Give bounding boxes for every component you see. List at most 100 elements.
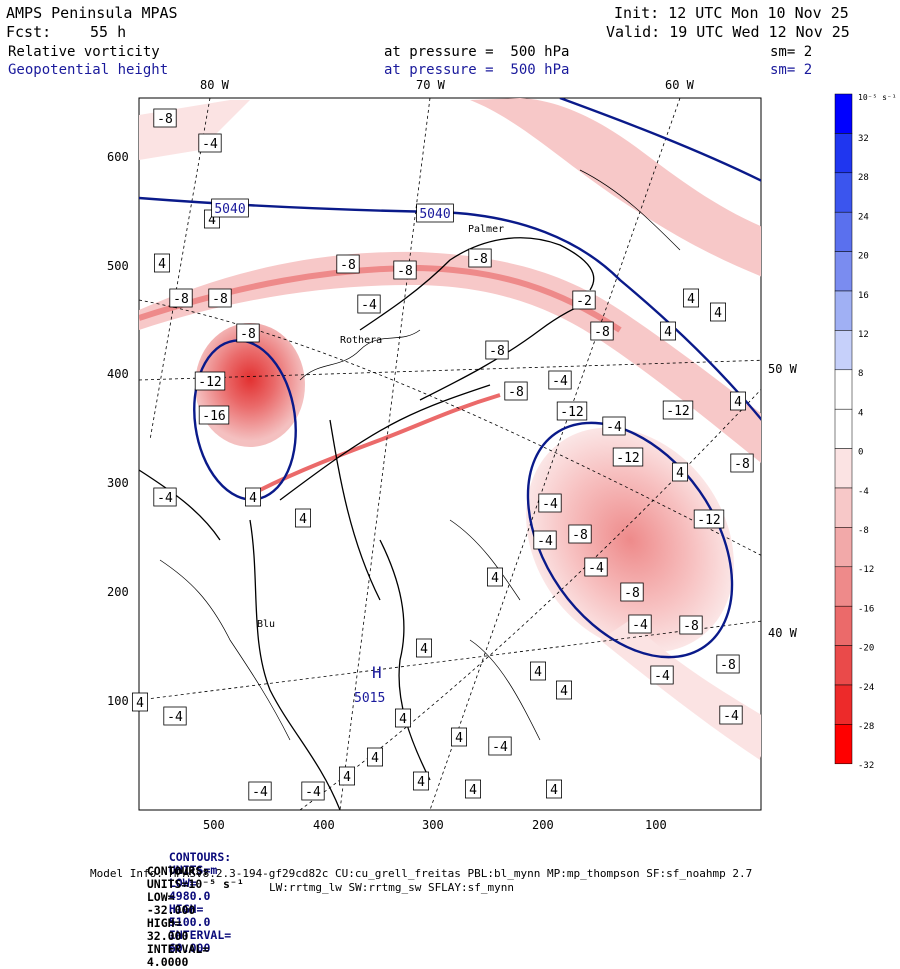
colorbar-tick-label: -16 [858,604,874,614]
footer-units: UNITS=m [168,863,218,877]
contour-label: -8 [340,258,356,273]
field1-name: Relative vorticity [8,44,160,60]
contour-label: -8 [397,264,413,279]
contour-label-box [612,447,644,467]
colorbar-swatch [834,290,853,331]
contour-label: 4 [491,571,499,586]
y-tick-label: 300 [107,476,129,490]
contour-label: -12 [616,451,639,466]
vorticity-contours [159,169,681,741]
contour-label: -8 [594,325,610,340]
contour-label: -8 [624,586,640,601]
contour-label-box [153,487,177,507]
footer-contours-label: CONTOURS: [146,864,210,878]
contour-label: 4 [455,731,463,746]
contour-label-box [194,371,226,391]
field1-level: at pressure = 500 hPa [384,44,570,60]
contour-label-box [548,370,572,390]
contour-label: -8 [240,327,256,342]
contour-label-box [556,680,573,700]
contour-label-box [131,692,148,712]
contour-label: 4 [208,213,216,228]
contour-label-box [530,661,547,681]
colorbar-unit: 10⁻⁵ s⁻¹ [858,93,897,102]
contour-label: -8 [734,457,750,472]
contour-label: 4 [420,642,428,657]
contour-label-box [590,321,614,341]
colorbar-swatch [834,251,853,292]
colorbar-tick-label: 8 [858,369,863,379]
station-name: Palmer [468,224,504,235]
contour-label-box [393,260,417,280]
contour-label: -8 [508,385,524,400]
footer-high-value: 32.000 [146,929,189,943]
high-center-letter: H [372,663,382,682]
contour-label: -4 [654,669,670,684]
colorbar-tick-label: -32 [858,761,874,771]
contour-label-box [660,321,677,341]
footer-low-label: LOW= [146,890,175,904]
contour-label: -4 [723,709,739,724]
contour-label-box [468,248,492,268]
footer-low-label: LOW= [168,876,197,890]
contour-label-box [412,771,429,791]
colorbar-swatch [834,724,853,765]
contour-label-box [568,524,592,544]
contour-label: 4 [534,665,542,680]
right-longitude-label: 50 W [768,362,798,376]
contour-label: -12 [560,405,583,420]
contour-label-box [416,203,454,223]
contour-label: -4 [492,740,508,755]
contour-label-box [163,706,187,726]
contour-label: 4 [714,306,722,321]
coastline [139,237,596,810]
vorticity-band-north [470,98,761,277]
lat-lon-grid [139,98,761,810]
contour-label: 4 [299,512,307,527]
contour-label-box [208,288,232,308]
contour-label-box [730,391,747,411]
colorbar-swatch [834,330,853,371]
footer-high-label: HIGH= [146,916,182,930]
contour-label-box [533,530,557,550]
contour-label-box [198,133,222,153]
high-center-value: 5015 [354,691,385,706]
vorticity-patch-east [526,427,734,653]
contour-label-box [450,727,467,747]
contour-label-box [556,401,588,421]
contour-label-box [710,302,727,322]
colorbar-tick-label: 32 [858,134,869,144]
colorbar-swatch [834,487,853,528]
top-longitude-label: 60 W [665,78,695,92]
contour-label: -8 [720,658,736,673]
contour-label: -4 [632,618,648,633]
field2-smooth: sm= 2 [770,62,813,78]
field2-level: at pressure = 500 hPa [384,62,570,78]
contour-label-box [486,567,503,587]
axis-labels: 80 W 70 W 60 W 50 W 40 W 600 500 400 300… [107,78,798,832]
contour-label: -12 [198,375,221,390]
contour-label: -4 [361,298,377,313]
contour-label-box [650,665,674,685]
station-name: Blu [257,619,275,630]
colorbar-tick-label: 16 [858,291,869,301]
contour-label: 4 [158,257,166,272]
colorbar-swatch [834,448,853,489]
contour-label: -8 [157,112,173,127]
contour-label: 4 [399,712,407,727]
contour-label-box [730,453,754,473]
contour-label: -4 [202,137,218,152]
contour-label: -4 [252,785,268,800]
colorbar-swatch [834,211,853,252]
contour-label: 4 [550,783,558,798]
contour-label: 5040 [214,202,245,217]
footer-low-value: 4980.0 [168,889,211,903]
contour-label: 4 [664,325,672,340]
colorbar-tick-label: 4 [858,408,863,418]
y-tick-label: 500 [107,259,129,273]
contour-label-box [662,400,694,420]
contour-label: 4 [417,775,425,790]
colorbar: 32 28 24 20 16 12 8 4 0 -4 -8 -12 -16 -20 -24 -28 -32 [834,93,874,771]
